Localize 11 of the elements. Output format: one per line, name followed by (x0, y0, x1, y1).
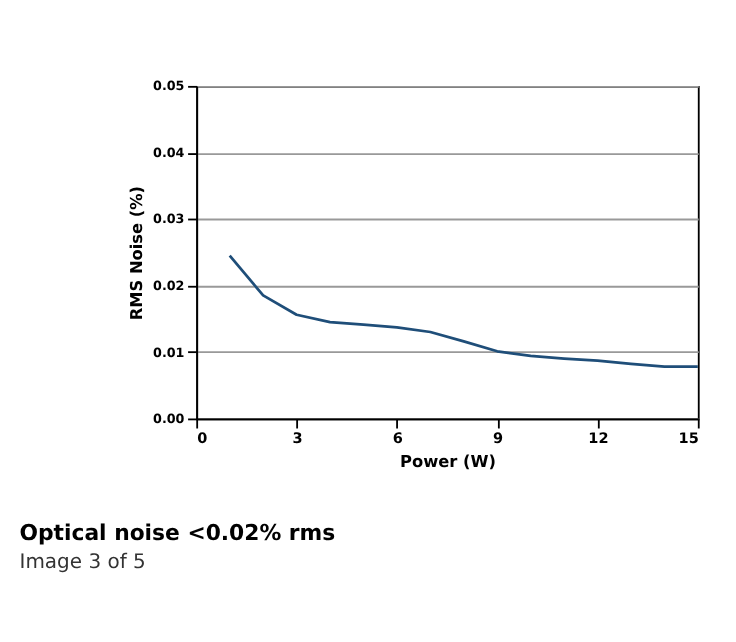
x-tick-label: 6 (392, 429, 403, 448)
text: Image 3 of 5 (19, 551, 146, 574)
text: Optical noise <0.02% rms (19, 520, 336, 547)
x-tick-label: 0 (197, 429, 208, 448)
x-tick-label: 9 (493, 429, 504, 448)
x-tick-label: 15 (678, 429, 699, 448)
line-series (228, 254, 700, 368)
y-axis-title: RMS Noise (%) (126, 185, 147, 321)
x-axis-title: Power (W) (399, 450, 497, 471)
x-tick-label: 3 (292, 429, 303, 448)
x-tick-label: 12 (588, 429, 609, 448)
